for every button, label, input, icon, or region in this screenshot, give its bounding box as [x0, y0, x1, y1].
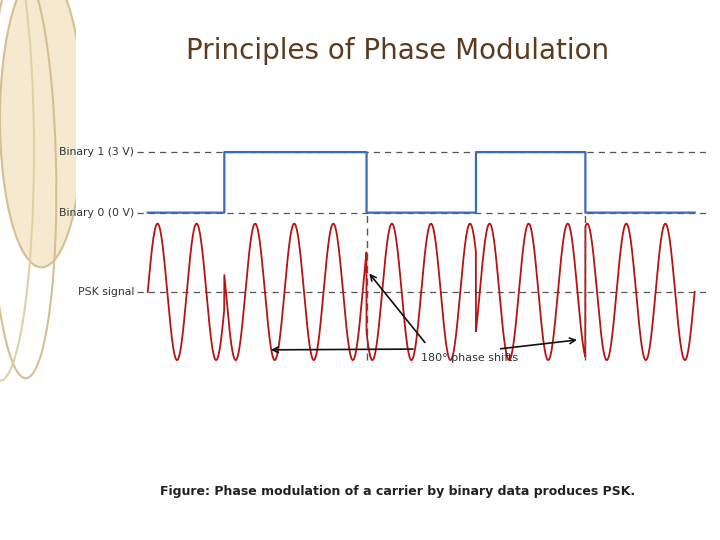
Text: 180° phase shifts: 180° phase shifts: [421, 353, 518, 363]
Text: Principles of Phase Modulation: Principles of Phase Modulation: [186, 37, 609, 65]
Text: PSK signal: PSK signal: [78, 287, 134, 297]
Text: Binary 1 (3 V): Binary 1 (3 V): [59, 147, 134, 157]
Ellipse shape: [0, 0, 84, 267]
Text: Binary 0 (0 V): Binary 0 (0 V): [59, 208, 134, 218]
Text: Figure: Phase modulation of a carrier by binary data produces PSK.: Figure: Phase modulation of a carrier by…: [161, 485, 635, 498]
